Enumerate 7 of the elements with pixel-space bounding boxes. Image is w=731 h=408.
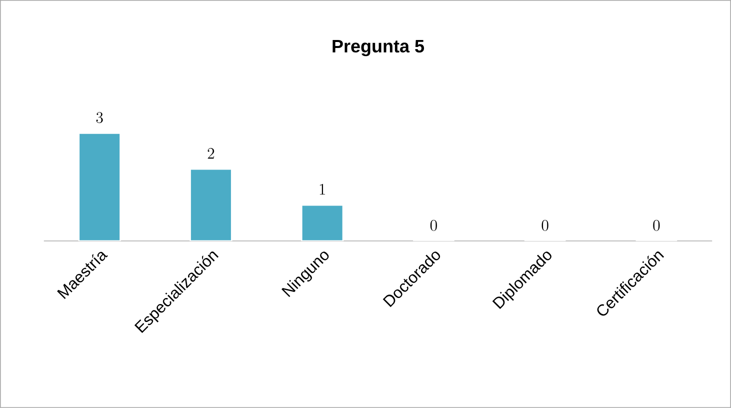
data-label: 0 — [542, 220, 548, 231]
data-label: 0 — [653, 220, 660, 231]
data-label: 1 — [320, 184, 325, 195]
data-label: 2 — [208, 148, 214, 159]
data-label: 3 — [96, 112, 103, 124]
data-label: 0 — [430, 220, 437, 231]
chart-title: Pregunta 5 — [332, 40, 424, 56]
